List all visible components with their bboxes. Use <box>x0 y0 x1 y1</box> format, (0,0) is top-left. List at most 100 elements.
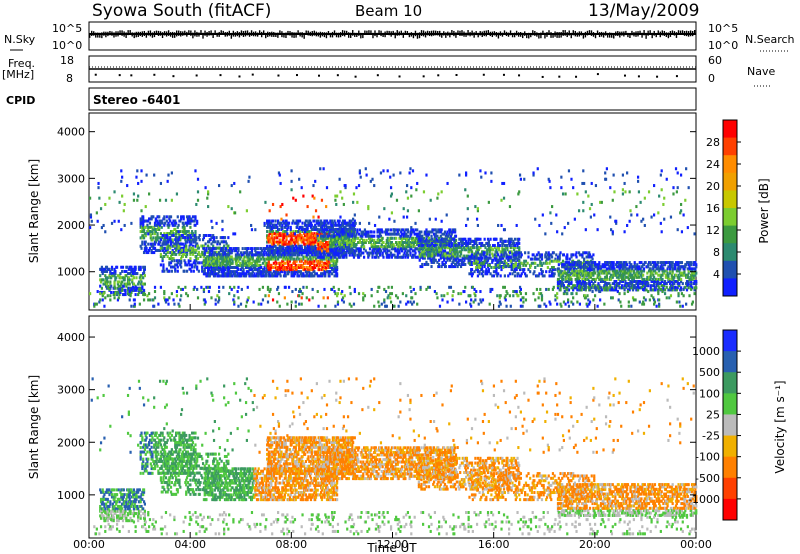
data-cell <box>400 230 403 234</box>
data-cell <box>140 288 143 292</box>
data-cell <box>470 268 474 272</box>
data-cell <box>298 248 301 252</box>
data-cell <box>348 244 351 248</box>
data-cell <box>347 238 351 242</box>
data-cell <box>350 232 353 236</box>
nsky-bar <box>256 32 259 37</box>
data-cell <box>306 272 309 276</box>
data-cell <box>427 236 431 240</box>
data-cell <box>439 256 442 260</box>
data-cell <box>303 265 306 269</box>
data-cell <box>296 240 299 244</box>
data-cell <box>508 257 512 261</box>
data-cell <box>302 240 305 244</box>
data-cell <box>323 219 326 223</box>
data-cell <box>389 253 393 257</box>
data-cell <box>277 270 280 274</box>
data-cell <box>561 273 565 277</box>
data-cell <box>217 274 221 278</box>
data-cell <box>266 244 269 248</box>
data-cell <box>269 253 272 257</box>
data-cell <box>145 246 148 250</box>
data-cell <box>152 227 155 231</box>
data-cell <box>336 257 339 261</box>
data-cell <box>422 248 425 252</box>
data-cell <box>377 247 380 251</box>
data-cell <box>496 260 499 264</box>
data-cell <box>388 255 391 259</box>
data-cell <box>330 219 334 223</box>
data-cell <box>223 259 227 263</box>
data-cell <box>559 269 562 273</box>
data-cell <box>347 248 351 252</box>
data-cell <box>127 276 130 280</box>
data-cell <box>425 237 428 241</box>
data-cell <box>99 274 102 278</box>
data-cell <box>570 255 573 259</box>
nsky-bar <box>169 32 172 37</box>
data-cell <box>395 249 399 253</box>
data-cell <box>404 228 407 232</box>
data-cell <box>427 244 431 248</box>
data-cell <box>494 257 497 261</box>
data-cell <box>537 257 540 261</box>
data-cell <box>212 244 215 248</box>
nsky-bar <box>568 30 570 36</box>
data-cell <box>518 263 522 267</box>
data-cell <box>368 253 371 257</box>
data-cell <box>158 223 162 227</box>
data-cell <box>271 251 274 255</box>
data-cell <box>451 248 454 252</box>
nsky-bar <box>297 30 299 35</box>
data-cell <box>411 228 415 232</box>
data-cell <box>526 261 529 265</box>
data-cell <box>374 245 377 249</box>
data-cell <box>440 244 443 248</box>
data-cell <box>289 238 292 242</box>
data-cell <box>581 261 584 265</box>
data-cell <box>481 272 484 276</box>
data-cell <box>284 225 287 229</box>
data-cell <box>345 255 348 259</box>
data-cell <box>335 249 338 253</box>
data-cell <box>590 255 593 259</box>
data-cell <box>303 247 307 251</box>
data-cell <box>179 263 182 267</box>
data-cell <box>458 237 461 241</box>
data-cell <box>411 236 415 240</box>
data-cell <box>231 249 234 253</box>
nsky-bar <box>483 30 485 37</box>
data-cell <box>142 251 146 255</box>
data-cell <box>326 245 329 249</box>
data-cell <box>323 253 326 257</box>
data-cell <box>177 232 180 236</box>
data-cell <box>389 251 393 255</box>
data-cell <box>310 223 313 227</box>
data-cell <box>405 243 408 247</box>
data-cell <box>216 265 219 269</box>
data-cell <box>153 227 157 231</box>
data-cell <box>333 234 336 238</box>
data-cell <box>210 265 213 269</box>
data-cell <box>552 265 555 269</box>
freq-dip <box>251 73 254 76</box>
data-cell <box>325 263 329 267</box>
data-cell <box>395 241 398 245</box>
data-cell <box>536 263 539 267</box>
data-cell <box>236 253 239 257</box>
data-cell <box>204 242 207 246</box>
data-cell <box>239 257 242 261</box>
data-cell <box>169 246 172 250</box>
freq-dip <box>596 73 599 76</box>
data-cell <box>319 261 322 265</box>
data-cell <box>143 267 146 271</box>
data-cell <box>194 217 197 221</box>
data-cell <box>362 245 366 249</box>
data-cell <box>464 262 467 266</box>
data-cell <box>431 254 434 258</box>
data-cell <box>513 248 516 252</box>
data-cell <box>391 253 394 257</box>
data-cell <box>324 247 327 251</box>
data-cell <box>324 238 327 242</box>
